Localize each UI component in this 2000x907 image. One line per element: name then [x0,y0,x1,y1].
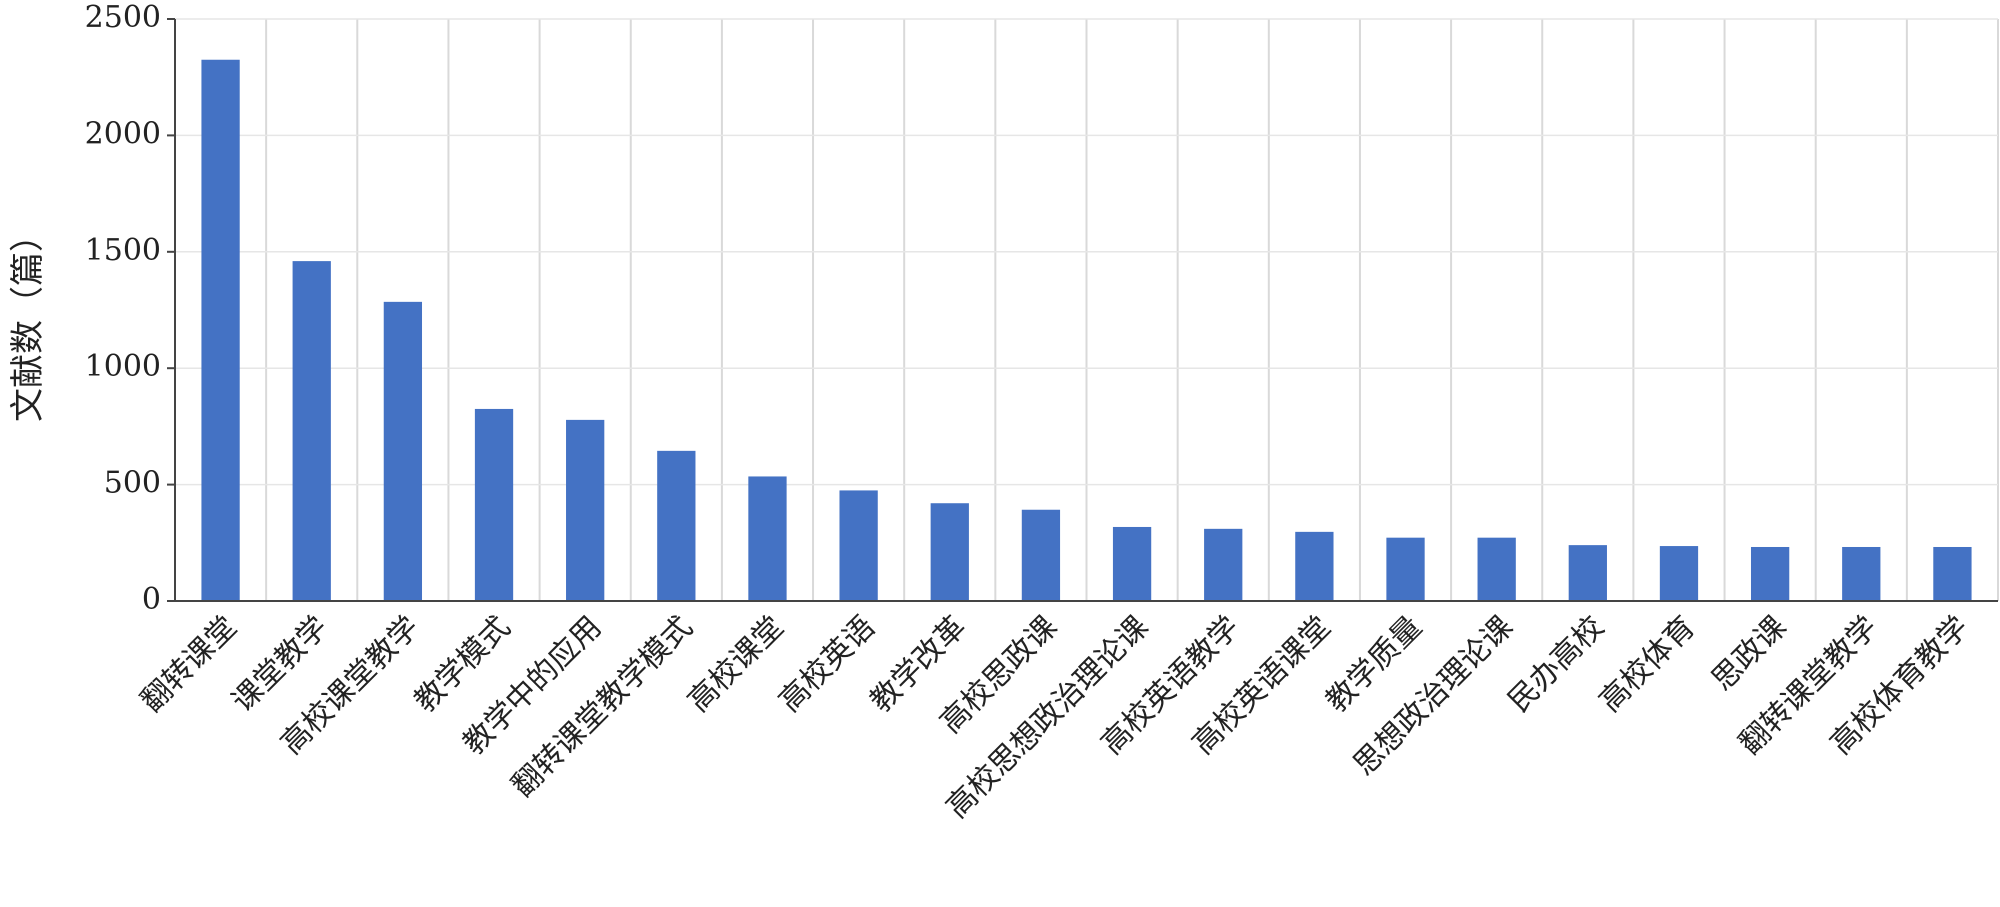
bar [1204,528,1243,601]
bar [748,476,787,601]
bar [201,59,240,602]
x-tick-label: 翻转课堂 [134,610,244,720]
bar [1750,546,1790,601]
x-tick-label: 民办高校 [1502,610,1612,720]
bar [1477,537,1516,601]
y-tick-label: 500 [104,466,161,501]
bar [930,503,969,601]
bar [839,490,878,601]
x-tick-label: 思政课 [1705,610,1793,698]
y-axis-label: 文献数（篇） [8,218,48,422]
bar [292,261,331,601]
bar [474,408,514,601]
bar [1659,546,1699,601]
x-tick-label: 思想政治理论课 [1347,610,1520,783]
bar [1568,545,1607,601]
bar [1933,546,1972,601]
x-tick-label: 高校体育 [1593,610,1703,720]
bar [1021,509,1061,601]
x-tick-label: 高校课堂 [681,610,791,720]
bar [1112,526,1152,601]
x-tick-label: 高校英语 [772,610,882,720]
y-tick-label: 1500 [85,233,161,268]
y-tick-label: 0 [142,582,161,617]
y-tick-label: 2500 [85,0,161,35]
bar [1295,531,1334,601]
y-tick-label: 1000 [85,349,161,384]
bar [1386,537,1425,601]
bar [566,419,605,601]
bar [1842,546,1881,601]
bar [383,301,423,601]
y-tick-label: 2000 [85,116,161,151]
bar [657,450,696,601]
